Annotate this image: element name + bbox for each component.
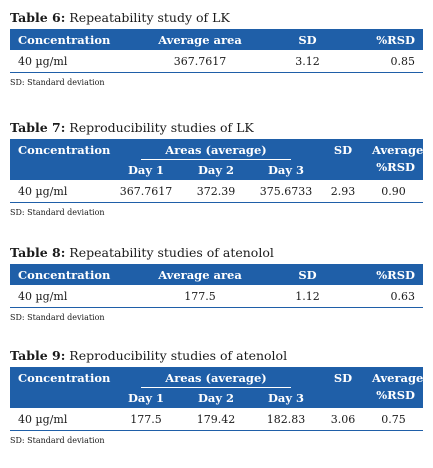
- header-concentration: Concentration: [10, 29, 130, 50]
- header-day-2: Day 2: [182, 160, 250, 180]
- table-6-label: Table 6:: [10, 10, 66, 25]
- footnote: SD: Standard deviation: [10, 436, 105, 445]
- header-average-area: Average area: [130, 264, 270, 285]
- table-8: Concentration Average area SD %RSD 40 µg…: [10, 264, 423, 308]
- header-average-area: Average area: [130, 29, 270, 50]
- cell-day-3: 182.83: [250, 408, 323, 431]
- table-7-caption: Table 7: Reproducibility studies of LK: [10, 120, 423, 136]
- header-day-3: Day 3: [250, 388, 323, 408]
- cell-sd: 3.12: [270, 50, 345, 73]
- table-header-row: Concentration Average area SD %RSD: [10, 29, 423, 50]
- table-7: Concentration Areas (average) SD Average…: [10, 139, 423, 203]
- table-6-block: Table 6: Repeatability study of LK Conce…: [10, 10, 423, 88]
- table-8-title: Repeatability studies of atenolol: [69, 245, 274, 260]
- cell-sd: 2.93: [322, 180, 365, 203]
- cell-sd: 1.12: [270, 285, 345, 308]
- cell-rsd: 0.90: [364, 180, 424, 203]
- header-day-3: Day 3: [250, 160, 323, 180]
- cell-average-area: 367.7617: [130, 50, 270, 73]
- table-row: 40 µg/ml 177.5 179.42 182.83 3.06 0.75: [10, 408, 424, 431]
- table-row: 40 µg/ml 367.7617 3.12 0.85: [10, 50, 423, 73]
- table-9: Concentration Areas (average) SD Average…: [10, 367, 423, 431]
- header-day-2: Day 2: [182, 388, 250, 408]
- header-average: Average: [364, 367, 423, 388]
- cell-concentration: 40 µg/ml: [10, 180, 110, 203]
- header-day-1: Day 1: [110, 388, 182, 408]
- cell-day-3: 375.6733: [250, 180, 323, 203]
- table-6-caption: Table 6: Repeatability study of LK: [10, 10, 423, 26]
- cell-concentration: 40 µg/ml: [10, 408, 110, 431]
- table-8-block: Table 8: Repeatability studies of atenol…: [10, 245, 423, 323]
- cell-day-1: 367.7617: [110, 180, 182, 203]
- cell-sd: 3.06: [322, 408, 365, 431]
- header-sd: SD: [270, 264, 345, 285]
- header-rsd: %RSD: [345, 29, 423, 50]
- header-day-1: Day 1: [110, 160, 182, 180]
- header-sd: SD: [322, 139, 365, 160]
- header-areas-average: Areas (average): [110, 139, 323, 160]
- footnote: SD: Standard deviation: [10, 313, 105, 322]
- table-header-row: Concentration Areas (average) SD Average: [10, 139, 423, 160]
- header-average: Average: [364, 139, 423, 160]
- cell-average-area: 177.5: [130, 285, 270, 308]
- table-7-label: Table 7:: [10, 120, 66, 135]
- table-9-caption: Table 9: Reproducibility studies of aten…: [10, 348, 423, 364]
- table-header-row: Concentration Average area SD %RSD: [10, 264, 423, 285]
- table-subheader-row: Day 1 Day 2 Day 3 %RSD: [10, 160, 424, 180]
- table-7-title: Reproducibility studies of LK: [69, 120, 254, 135]
- table-9-title: Reproducibility studies of atenolol: [69, 348, 288, 363]
- table-6: Concentration Average area SD %RSD 40 µg…: [10, 29, 423, 73]
- table-9-label: Table 9:: [10, 348, 66, 363]
- table-8-label: Table 8:: [10, 245, 66, 260]
- table-row: 40 µg/ml 177.5 1.12 0.63: [10, 285, 423, 308]
- header-sd: SD: [322, 367, 365, 388]
- header-areas-label: Areas (average): [141, 370, 291, 388]
- cell-day-2: 179.42: [182, 408, 250, 431]
- table-6-title: Repeatability study of LK: [69, 10, 230, 25]
- footnote: SD: Standard deviation: [10, 208, 105, 217]
- header-rsd: %RSD: [364, 388, 424, 408]
- footnote: SD: Standard deviation: [10, 78, 105, 87]
- header-rsd: %RSD: [364, 160, 424, 180]
- cell-day-1: 177.5: [110, 408, 182, 431]
- cell-rsd: 0.75: [364, 408, 424, 431]
- cell-concentration: 40 µg/ml: [10, 285, 130, 308]
- table-header-row: Concentration Areas (average) SD Average: [10, 367, 423, 388]
- header-rsd: %RSD: [345, 264, 423, 285]
- header-concentration: Concentration: [10, 367, 110, 388]
- cell-rsd: 0.63: [345, 285, 423, 308]
- table-row: 40 µg/ml 367.7617 372.39 375.6733 2.93 0…: [10, 180, 424, 203]
- table-9-block: Table 9: Reproducibility studies of aten…: [10, 348, 423, 446]
- cell-concentration: 40 µg/ml: [10, 50, 130, 73]
- header-concentration: Concentration: [10, 139, 110, 160]
- header-sd: SD: [270, 29, 345, 50]
- header-areas-label: Areas (average): [141, 142, 291, 160]
- table-subheader-row: Day 1 Day 2 Day 3 %RSD: [10, 388, 424, 408]
- table-7-block: Table 7: Reproducibility studies of LK C…: [10, 120, 423, 218]
- header-concentration: Concentration: [10, 264, 130, 285]
- table-8-caption: Table 8: Repeatability studies of atenol…: [10, 245, 423, 261]
- cell-day-2: 372.39: [182, 180, 250, 203]
- header-areas-average: Areas (average): [110, 367, 323, 388]
- cell-rsd: 0.85: [345, 50, 423, 73]
